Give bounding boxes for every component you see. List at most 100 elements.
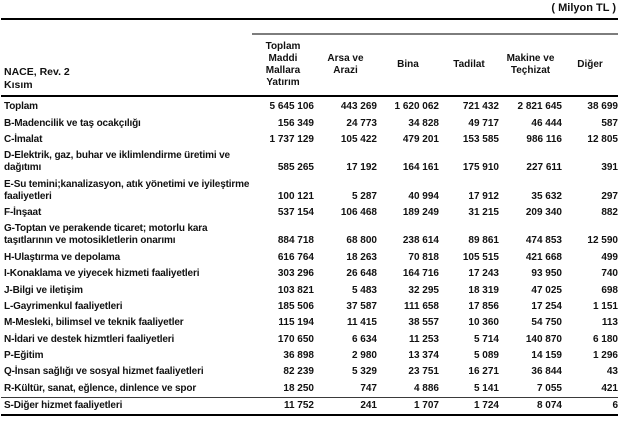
value-machinery: 54 750 — [531, 317, 562, 329]
value-other: 6 — [612, 400, 618, 412]
value-machinery: 2 821 645 — [517, 101, 563, 113]
value-total-investment: 616 764 — [277, 251, 314, 263]
value-other: 421 — [601, 382, 618, 394]
table-row: F-İnşaat 537 154 106 468 189 249 31 215 … — [1, 205, 618, 221]
value-land: 37 587 — [346, 300, 377, 312]
value-machinery: 46 444 — [531, 117, 562, 129]
value-renovation: 17 856 — [468, 300, 499, 312]
value-machinery: 14 159 — [531, 350, 562, 362]
value-building: 70 818 — [408, 251, 439, 263]
value-other: 1 151 — [592, 300, 618, 312]
value-renovation: 49 717 — [468, 117, 499, 129]
value-renovation: 105 515 — [462, 251, 499, 263]
value-total-investment: 170 650 — [277, 333, 314, 345]
row-header-line1: NACE, Rev. 2 — [4, 66, 70, 78]
table-header: NACE, Rev. 2 Kısım Toplam Maddi Mallara … — [1, 18, 618, 97]
value-renovation: 721 432 — [462, 101, 499, 113]
row-label: Toplam — [4, 101, 38, 113]
row-label: J-Bilgi ve iletişim — [4, 284, 83, 296]
table-row: Q-İnsan sağlığı ve sosyal hizmet faaliye… — [1, 364, 618, 380]
value-other: 740 — [601, 268, 618, 280]
table-row: P-Eğitim 36 898 2 980 13 374 5 089 14 15… — [1, 348, 618, 364]
value-total-investment: 115 194 — [278, 317, 314, 329]
value-building: 23 751 — [408, 366, 439, 378]
row-label: G-Toptan ve perakende ticaret; motorlu k… — [4, 223, 208, 247]
value-machinery: 47 025 — [531, 284, 562, 296]
table-row: B-Madencilik ve taş ocakçılığı 156 349 2… — [1, 115, 618, 131]
row-label: C-İmalat — [4, 133, 43, 145]
value-other: 698 — [601, 284, 618, 296]
value-building: 238 614 — [402, 235, 439, 247]
row-label: M-Mesleki, bilimsel ve teknik faaliyetle… — [4, 317, 184, 329]
column-header-machinery: Makine ve Teçhizat — [506, 53, 555, 76]
row-label: N-İdari ve destek hizmtleri faaliyetleri — [4, 333, 175, 345]
value-building: 479 201 — [402, 133, 439, 145]
value-total-investment: 82 239 — [283, 366, 314, 378]
table-row: M-Mesleki, bilimsel ve teknik faaliyetle… — [1, 315, 618, 331]
value-other: 499 — [601, 251, 618, 263]
value-other: 43 — [606, 366, 618, 378]
value-building: 111 658 — [403, 300, 439, 312]
column-header-building: Bina — [397, 59, 419, 70]
value-machinery: 474 853 — [525, 235, 562, 247]
row-label: R-Kültür, sanat, eğlence, dinlence ve sp… — [4, 382, 197, 394]
value-other: 12 590 — [587, 235, 618, 247]
value-land: 26 648 — [346, 268, 377, 280]
row-label: Q-İnsan sağlığı ve sosyal hizmet faaliye… — [4, 366, 204, 378]
row-label: E-Su temini;kanalizasyon, atık yönetimi … — [4, 178, 250, 202]
value-other: 1 296 — [592, 350, 618, 362]
value-land: 18 263 — [346, 251, 377, 263]
value-total-investment: 884 718 — [277, 235, 314, 247]
table-row: I-Konaklama ve yiyecek hizmeti faaliyetl… — [1, 266, 618, 282]
table-row: E-Su temini;kanalizasyon, atık yönetimi … — [1, 177, 618, 205]
table-row: J-Bilgi ve iletişim 103 821 5 483 32 295… — [1, 282, 618, 298]
value-machinery: 421 668 — [525, 251, 562, 263]
table-row: D-Elektrik, gaz, buhar ve iklimlendirme … — [1, 148, 618, 176]
value-building: 164 161 — [402, 162, 439, 174]
value-land: 5 483 — [351, 284, 377, 296]
value-land: 68 800 — [346, 235, 377, 247]
value-renovation: 17 912 — [468, 190, 499, 202]
value-land: 6 634 — [351, 333, 377, 345]
value-total-investment: 185 506 — [277, 300, 314, 312]
value-total-investment: 18 250 — [283, 382, 314, 394]
value-machinery: 227 611 — [526, 162, 562, 174]
value-other: 12 805 — [587, 133, 618, 145]
value-renovation: 5 089 — [473, 350, 499, 362]
value-land: 241 — [360, 400, 377, 412]
row-label: I-Konaklama ve yiyecek hizmeti faaliyetl… — [4, 268, 200, 280]
value-building: 1 707 — [413, 400, 439, 412]
column-header-total-investment: Toplam Maddi Mallara Yatırım — [265, 41, 301, 88]
row-label: P-Eğitim — [4, 350, 44, 362]
value-renovation: 31 215 — [468, 207, 499, 219]
row-label: S-Diğer hizmet faaliyetleri — [4, 400, 123, 412]
value-machinery: 93 950 — [531, 268, 562, 280]
value-building: 32 295 — [408, 284, 439, 296]
value-machinery: 209 340 — [525, 207, 562, 219]
value-total-investment: 36 898 — [283, 350, 314, 362]
value-renovation: 175 910 — [462, 162, 499, 174]
unit-row: ( Milyon TL ) — [1, 2, 618, 18]
table-row: C-İmalat 1 737 129 105 422 479 201 153 5… — [1, 132, 618, 148]
value-other: 6 180 — [592, 333, 618, 345]
table-row: G-Toptan ve perakende ticaret; motorlu k… — [1, 221, 618, 249]
table-row: N-İdari ve destek hizmtleri faaliyetleri… — [1, 332, 618, 348]
column-header-renovation: Tadilat — [453, 59, 485, 70]
value-building: 189 249 — [402, 207, 439, 219]
value-other: 587 — [601, 117, 618, 129]
column-header-other: Diğer — [577, 59, 603, 70]
row-label: D-Elektrik, gaz, buhar ve iklimlendirme … — [4, 150, 230, 174]
value-building: 1 620 062 — [394, 101, 440, 113]
value-land: 24 773 — [346, 117, 377, 129]
value-total-investment: 537 154 — [277, 207, 314, 219]
value-land: 11 415 — [346, 317, 377, 329]
value-land: 443 269 — [340, 101, 377, 113]
value-building: 164 716 — [402, 268, 439, 280]
value-building: 34 828 — [408, 117, 439, 129]
row-label: L-Gayrimenkul faaliyetleri — [4, 300, 123, 312]
value-building: 13 374 — [408, 350, 439, 362]
value-renovation: 89 861 — [468, 235, 499, 247]
value-other: 297 — [601, 190, 618, 202]
value-building: 11 253 — [408, 333, 439, 345]
value-land: 17 192 — [346, 162, 377, 174]
